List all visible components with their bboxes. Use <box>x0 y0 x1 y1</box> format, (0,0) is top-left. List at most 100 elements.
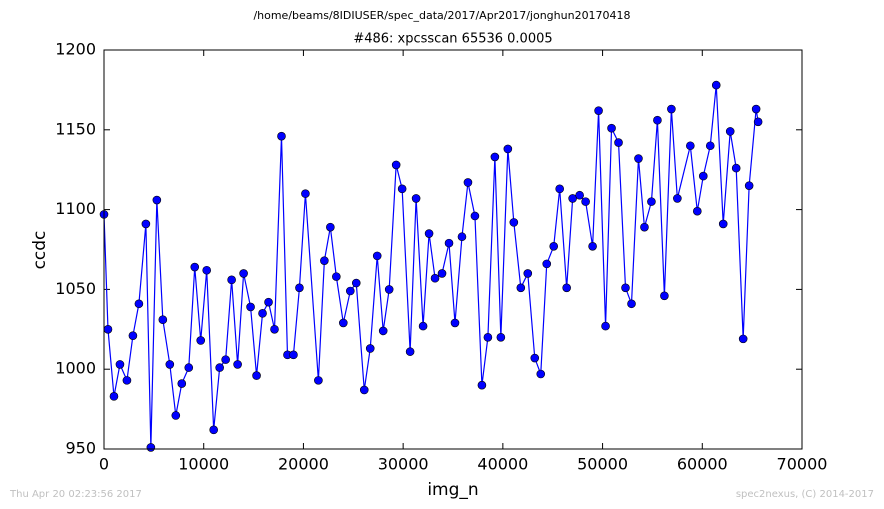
data-point <box>141 219 151 229</box>
data-point <box>320 256 329 265</box>
data-point <box>738 334 748 344</box>
x-tick-label: 70000 <box>777 455 828 474</box>
data-point <box>128 331 138 340</box>
data-point <box>516 283 526 293</box>
data-point <box>289 350 298 360</box>
data-point <box>450 318 460 328</box>
data-point <box>594 106 603 115</box>
data-point <box>640 222 649 232</box>
data-point <box>607 123 616 133</box>
data-point <box>753 117 763 127</box>
data-point <box>744 181 754 190</box>
data-point <box>339 318 348 328</box>
data-point <box>725 127 735 136</box>
data-point <box>184 363 194 372</box>
data-point <box>295 283 304 293</box>
data-point <box>384 285 394 294</box>
data-point <box>653 115 662 125</box>
data-point <box>614 138 623 147</box>
data-point <box>660 291 669 301</box>
data-point <box>673 194 682 203</box>
data-point <box>470 211 480 221</box>
data-point <box>562 283 571 293</box>
data-point <box>463 178 473 187</box>
data-point <box>264 297 273 307</box>
data-point <box>326 222 335 232</box>
data-point <box>509 218 519 227</box>
data-point <box>246 302 255 312</box>
data-point <box>158 315 168 325</box>
data-point <box>332 272 341 281</box>
data-point <box>122 376 132 385</box>
data-point <box>588 242 597 251</box>
data-point <box>378 326 388 336</box>
data-point <box>418 321 428 331</box>
y-tick-label: 1050 <box>55 279 96 298</box>
x-tick-label: 50000 <box>577 455 628 474</box>
data-point <box>215 363 224 372</box>
data-point <box>177 379 187 388</box>
data-point <box>152 195 162 205</box>
y-tick-label: 950 <box>65 439 96 458</box>
x-axis-label: img_n <box>427 480 478 500</box>
data-point <box>581 197 590 206</box>
data-point <box>301 189 310 198</box>
data-point <box>698 171 708 181</box>
data-point <box>731 163 741 173</box>
data-point <box>372 251 382 261</box>
data-point <box>424 229 434 238</box>
data-point <box>575 190 584 200</box>
data-point <box>171 411 181 420</box>
data-point <box>109 392 119 401</box>
data-point <box>227 275 236 285</box>
data-point <box>134 299 144 309</box>
data-point <box>146 443 156 452</box>
data-point <box>239 269 248 278</box>
data-point <box>397 184 407 194</box>
data-point <box>405 347 415 356</box>
data-point <box>667 104 676 114</box>
data-point <box>647 197 656 206</box>
data-point <box>530 353 540 363</box>
data-point <box>221 355 230 364</box>
data-point <box>555 184 564 194</box>
data-point <box>751 104 761 114</box>
data-point <box>351 278 361 288</box>
data-point <box>634 154 643 163</box>
data-point <box>190 262 200 272</box>
data-point <box>277 131 286 141</box>
data-point <box>391 160 401 170</box>
data-point <box>523 269 533 278</box>
x-tick-label: 30000 <box>378 455 429 474</box>
data-point <box>270 324 279 334</box>
data-line <box>104 85 759 448</box>
data-point <box>457 232 467 242</box>
data-point <box>252 371 261 380</box>
data-point <box>542 259 552 269</box>
data-point <box>365 344 375 353</box>
data-point <box>568 194 577 203</box>
y-tick-label: 1100 <box>55 199 96 218</box>
data-point <box>233 360 242 369</box>
x-tick-label: 10000 <box>178 455 229 474</box>
x-tick-label: 40000 <box>477 455 528 474</box>
chart-title: #486: xpcsscan 65536 0.0005 <box>353 32 552 47</box>
data-point <box>549 242 559 251</box>
data-point <box>437 269 447 278</box>
data-point <box>411 194 421 203</box>
data-point <box>536 369 546 379</box>
y-tick-label: 1150 <box>55 119 96 138</box>
data-point <box>627 299 636 309</box>
suptitle: /home/beams/8IDIUSER/spec_data/2017/Apr2… <box>253 9 630 22</box>
y-tick-label: 1200 <box>55 40 96 59</box>
data-point <box>705 141 715 151</box>
data-point <box>718 219 728 229</box>
data-point <box>686 141 695 151</box>
y-tick-label: 1000 <box>55 359 96 378</box>
data-point <box>314 376 323 385</box>
data-point <box>103 324 113 334</box>
x-tick-label: 60000 <box>677 455 728 474</box>
data-point <box>692 206 702 216</box>
